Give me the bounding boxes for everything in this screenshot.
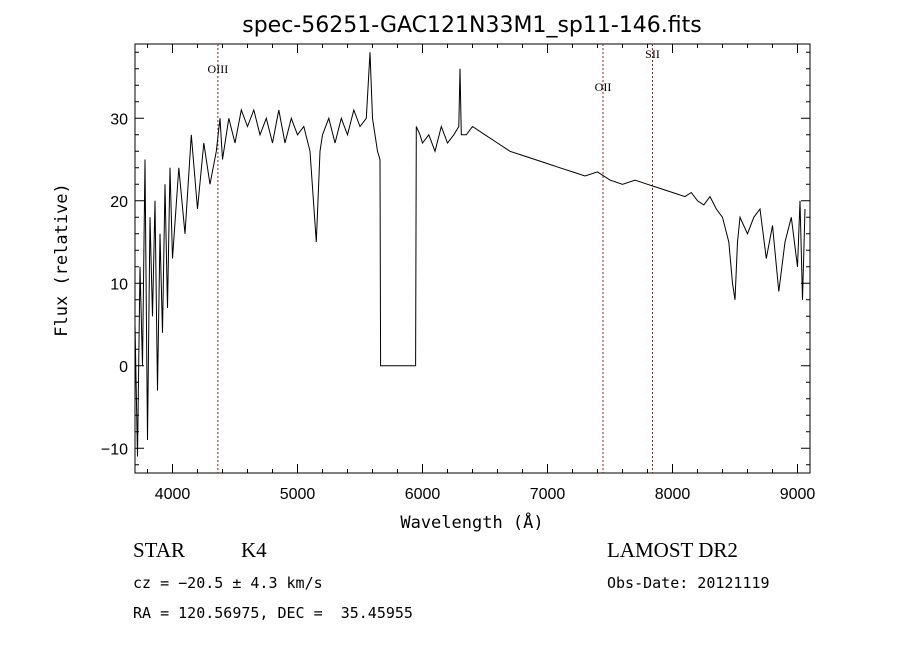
x-axis-label: Wavelength (Å) (400, 511, 543, 533)
plot-frame (134, 43, 811, 474)
x-tick-label: 6000 (405, 486, 441, 503)
x-tick-label: 8000 (655, 486, 691, 503)
reference-label-oii: OII (595, 80, 612, 94)
survey-name: LAMOST DR2 (607, 538, 738, 562)
y-tick-label: −10 (101, 441, 128, 458)
redshift-velocity: cz = −20.5 ± 4.3 km/s (133, 574, 323, 592)
x-tick-label: 7000 (530, 486, 566, 503)
chart-title: spec-56251-GAC121N33M1_sp11-146.fits (242, 13, 702, 38)
y-tick-label: 20 (110, 194, 128, 211)
spectrum-line (134, 52, 806, 457)
y-tick-label: 30 (110, 111, 128, 128)
object-subclass: K4 (241, 538, 267, 562)
y-tick-label: 0 (119, 359, 128, 376)
y-tick-label: 10 (110, 276, 128, 293)
reference-label-oiii: OIII (208, 62, 229, 76)
coordinates: RA = 120.56975, DEC = 35.45955 (133, 604, 413, 622)
observation-date: Obs-Date: 20121119 (607, 574, 770, 592)
object-class: STAR (133, 538, 185, 562)
reference-lines: OIII OII SII (208, 44, 660, 473)
axis-ticks: 4000 5000 6000 7000 8000 9000 −10 0 10 20 30 (101, 44, 816, 503)
x-tick-label: 4000 (155, 486, 191, 503)
spectrum-series (134, 52, 806, 457)
x-tick-label: 5000 (280, 486, 316, 503)
reference-label-sii: SII (645, 47, 660, 61)
y-axis-label: Flux (relative) (52, 183, 72, 337)
x-tick-label: 9000 (780, 486, 816, 503)
